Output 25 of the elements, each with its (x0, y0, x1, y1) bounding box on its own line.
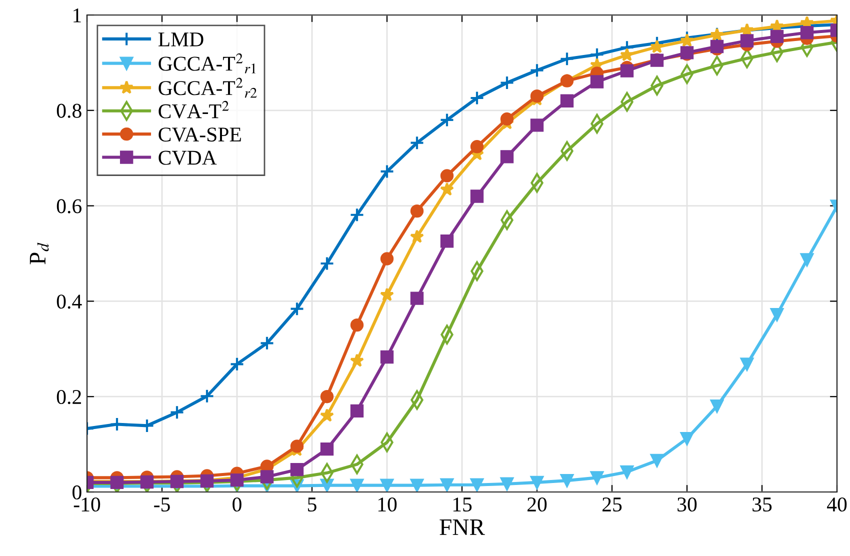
legend-label: GCCA-T$^{2}$$_{r2}$ (158, 78, 257, 98)
x-tick-label: 10 (378, 497, 397, 512)
x-tick-label: 40 (826, 497, 847, 512)
legend-label: CVDA (158, 150, 217, 165)
y-axis-title: P$_{d}$ (30, 242, 49, 264)
legend-label: GCCA-T$^{2}$$_{r1}$ (158, 53, 256, 74)
x-tick-label: 15 (453, 498, 472, 512)
y-tick-label: 0.8 (56, 104, 82, 118)
x-tick-label: 25 (602, 498, 622, 512)
x-tick-label: 5 (308, 498, 316, 512)
y-tick-label: 0.2 (56, 390, 81, 404)
x-axis-title: FNR (440, 519, 485, 535)
x-tick-label: -5 (154, 498, 170, 512)
x-tick-label: 30 (678, 497, 697, 512)
legend-label: CVA-T$^{2}$ (158, 100, 229, 118)
x-tick-label: 0 (232, 497, 242, 512)
y-tick-label: 0.4 (56, 294, 82, 309)
legend-label: LMD (158, 32, 204, 46)
y-tick-label: 0.6 (56, 199, 82, 214)
y-tick-label: 0 (72, 485, 82, 500)
y-tick-label: 1 (74, 8, 81, 22)
x-tick-label: 20 (528, 497, 547, 512)
x-tick-label: -10 (74, 497, 100, 512)
legend-label: CVA-SPE (158, 128, 241, 142)
x-tick-label: 35 (752, 498, 772, 512)
